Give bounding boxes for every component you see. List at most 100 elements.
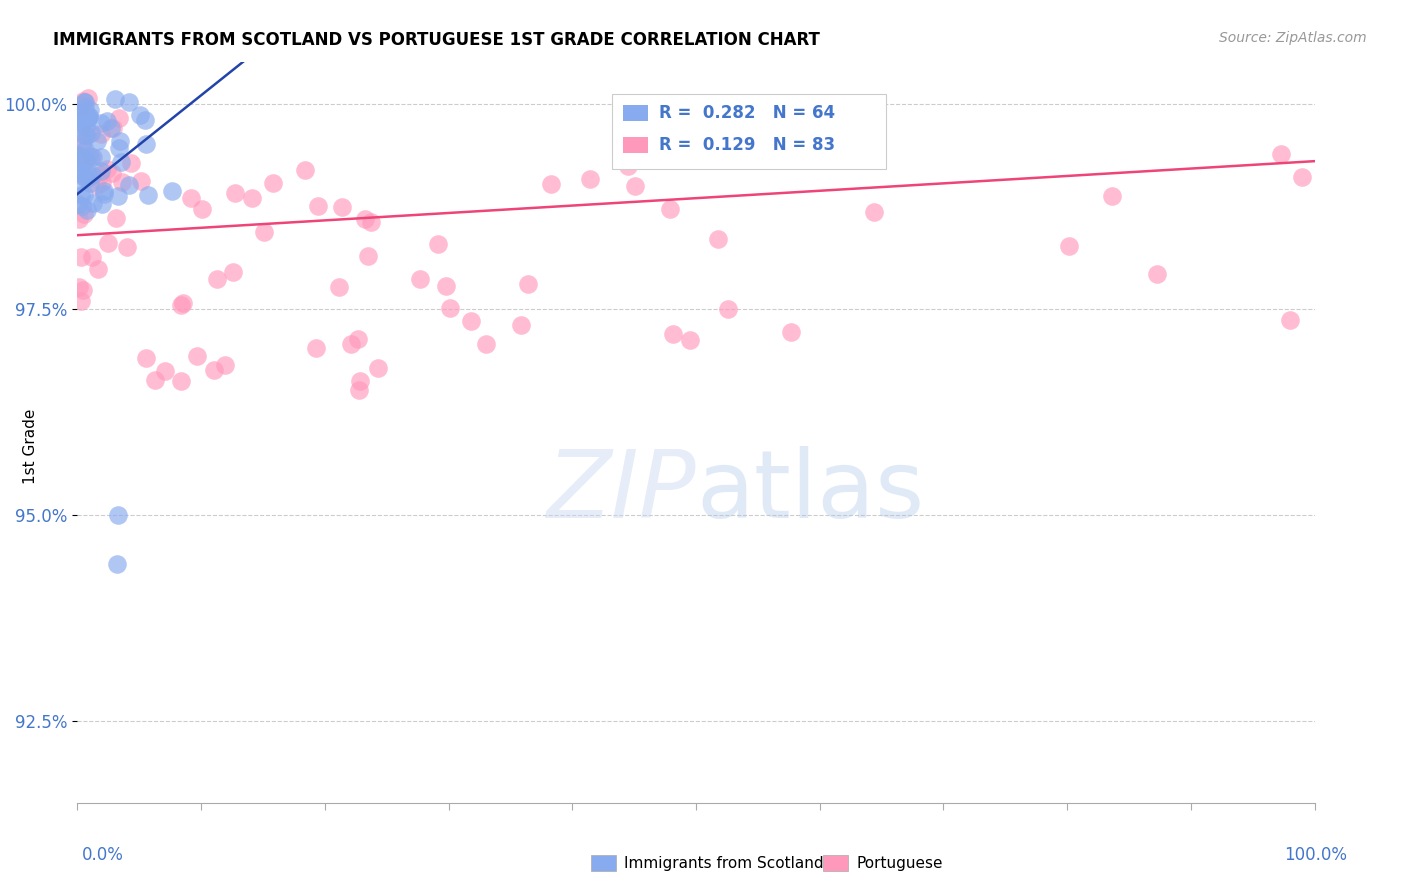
Point: [434, 278, 457, 293]
Point: [66, 147, 89, 161]
Text: Immigrants from Scotland: Immigrants from Scotland: [624, 856, 824, 871]
Point: [1278, 313, 1301, 327]
Point: [82, 150, 104, 164]
Point: [328, 280, 350, 294]
Point: [349, 374, 371, 388]
Point: [616, 159, 638, 173]
Point: [75, 152, 97, 166]
Point: [153, 364, 176, 378]
Point: [516, 277, 538, 291]
Point: [105, 558, 128, 572]
Point: [262, 176, 284, 190]
Point: [186, 349, 208, 363]
Point: [80, 150, 103, 164]
Point: [86, 178, 108, 192]
Point: [204, 363, 226, 377]
Point: [70, 118, 93, 132]
Point: [97, 236, 120, 251]
Point: [91, 197, 114, 211]
Point: [75, 171, 97, 186]
Point: [115, 240, 138, 254]
Text: atlas: atlas: [696, 446, 924, 538]
Point: [77, 109, 100, 123]
Point: [67, 114, 90, 128]
Point: [69, 98, 91, 112]
Point: [222, 265, 245, 279]
Point: [330, 200, 353, 214]
Point: [460, 314, 482, 328]
Point: [118, 95, 141, 109]
Point: [75, 128, 97, 142]
Point: [89, 168, 111, 182]
Point: [69, 251, 91, 265]
Point: [103, 121, 125, 136]
Point: [82, 195, 104, 210]
Point: [73, 188, 96, 202]
Point: [357, 249, 380, 263]
Point: [75, 120, 97, 134]
Point: [93, 185, 115, 199]
Point: [67, 212, 90, 227]
Point: [73, 95, 96, 109]
Point: [1270, 147, 1292, 161]
Point: [623, 178, 645, 193]
Point: [172, 296, 194, 310]
Text: Portuguese: Portuguese: [856, 856, 943, 871]
Point: [75, 154, 97, 169]
Point: [107, 188, 129, 202]
Point: [579, 172, 602, 186]
Point: [75, 112, 97, 126]
Point: [170, 374, 193, 388]
Point: [86, 262, 108, 277]
Point: [107, 508, 129, 522]
Point: [76, 202, 98, 217]
Point: [72, 135, 94, 149]
Point: [108, 141, 131, 155]
Point: [82, 250, 104, 264]
Point: [136, 188, 159, 202]
Point: [70, 293, 93, 308]
Point: [70, 199, 93, 213]
Point: [863, 205, 886, 219]
Point: [76, 128, 98, 142]
Point: [111, 175, 134, 189]
Point: [79, 103, 101, 117]
Point: [93, 186, 115, 201]
Point: [409, 272, 432, 286]
Point: [305, 341, 328, 355]
Point: [439, 301, 461, 316]
Point: [205, 271, 228, 285]
Point: [427, 236, 450, 251]
Point: [780, 325, 803, 339]
Point: [72, 162, 94, 177]
Point: [69, 166, 91, 180]
Point: [170, 298, 193, 312]
Point: [90, 151, 112, 165]
Point: [354, 212, 377, 227]
Point: [69, 106, 91, 120]
Point: [82, 168, 104, 182]
Point: [307, 199, 329, 213]
Point: [73, 101, 96, 115]
Point: [100, 120, 122, 135]
Point: [66, 155, 89, 169]
Point: [77, 91, 100, 105]
Point: [253, 225, 276, 239]
Point: [475, 337, 498, 351]
Point: [72, 169, 94, 183]
Point: [1291, 169, 1313, 184]
Point: [79, 149, 101, 163]
Point: [90, 127, 112, 141]
Point: [347, 332, 370, 346]
Point: [118, 178, 141, 192]
Point: [101, 166, 124, 180]
Text: ZIP: ZIP: [547, 446, 696, 537]
Point: [86, 135, 108, 149]
Point: [340, 336, 363, 351]
Point: [120, 155, 142, 169]
Point: [73, 105, 96, 120]
Point: [129, 174, 152, 188]
Point: [77, 110, 100, 124]
Point: [180, 191, 202, 205]
Point: [70, 150, 93, 164]
